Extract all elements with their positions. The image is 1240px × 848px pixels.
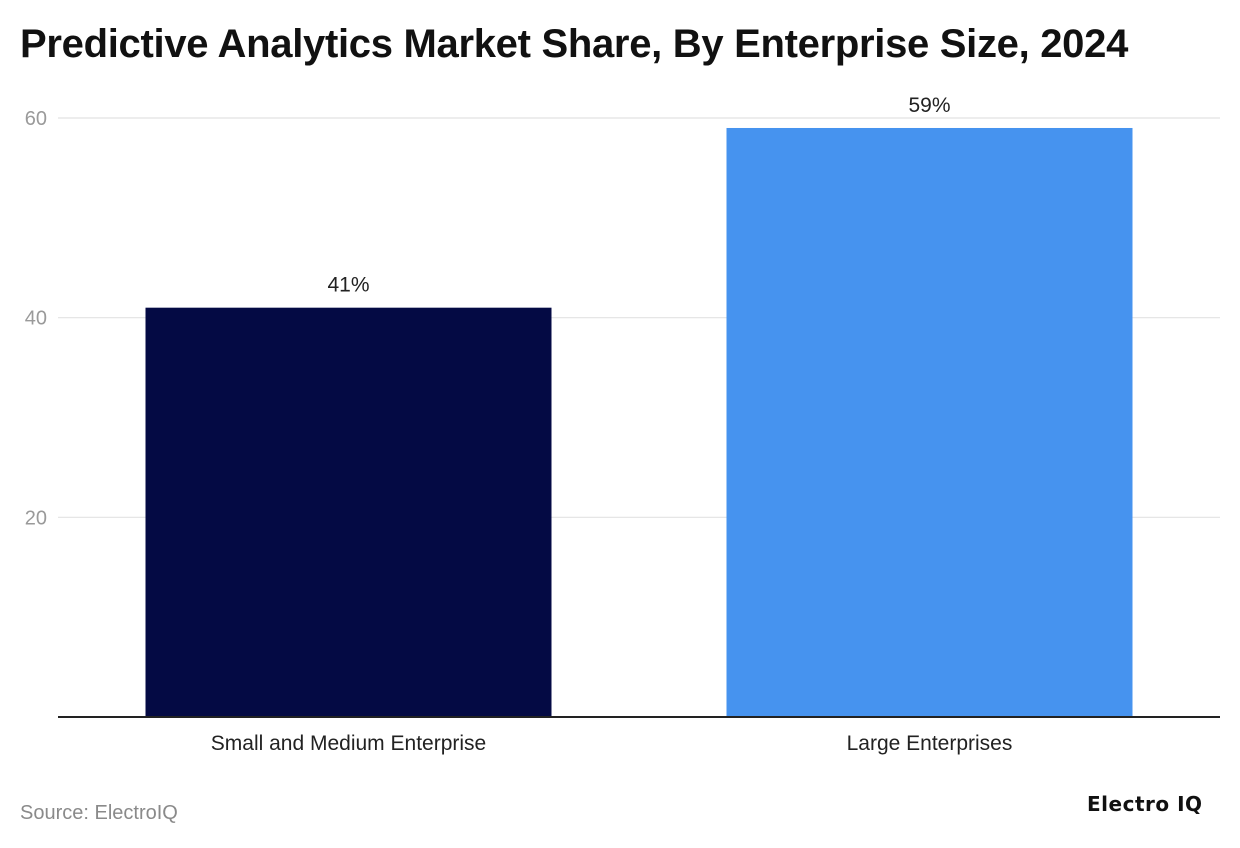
bar xyxy=(726,127,1133,717)
y-tick-label: 60 xyxy=(25,108,47,130)
data-label: 41% xyxy=(327,274,369,297)
y-tick-label: 40 xyxy=(25,308,47,330)
x-tick-label: Small and Medium Enterprise xyxy=(211,732,486,755)
brand-logo: Electro IQ xyxy=(1087,792,1203,816)
data-label: 59% xyxy=(908,94,950,117)
x-tick-label: Large Enterprises xyxy=(847,732,1013,755)
chart-title: Predictive Analytics Market Share, By En… xyxy=(20,22,1129,66)
source-note: Source: ElectroIQ xyxy=(20,802,178,824)
y-tick-label: 20 xyxy=(25,507,47,529)
bar xyxy=(145,307,552,717)
